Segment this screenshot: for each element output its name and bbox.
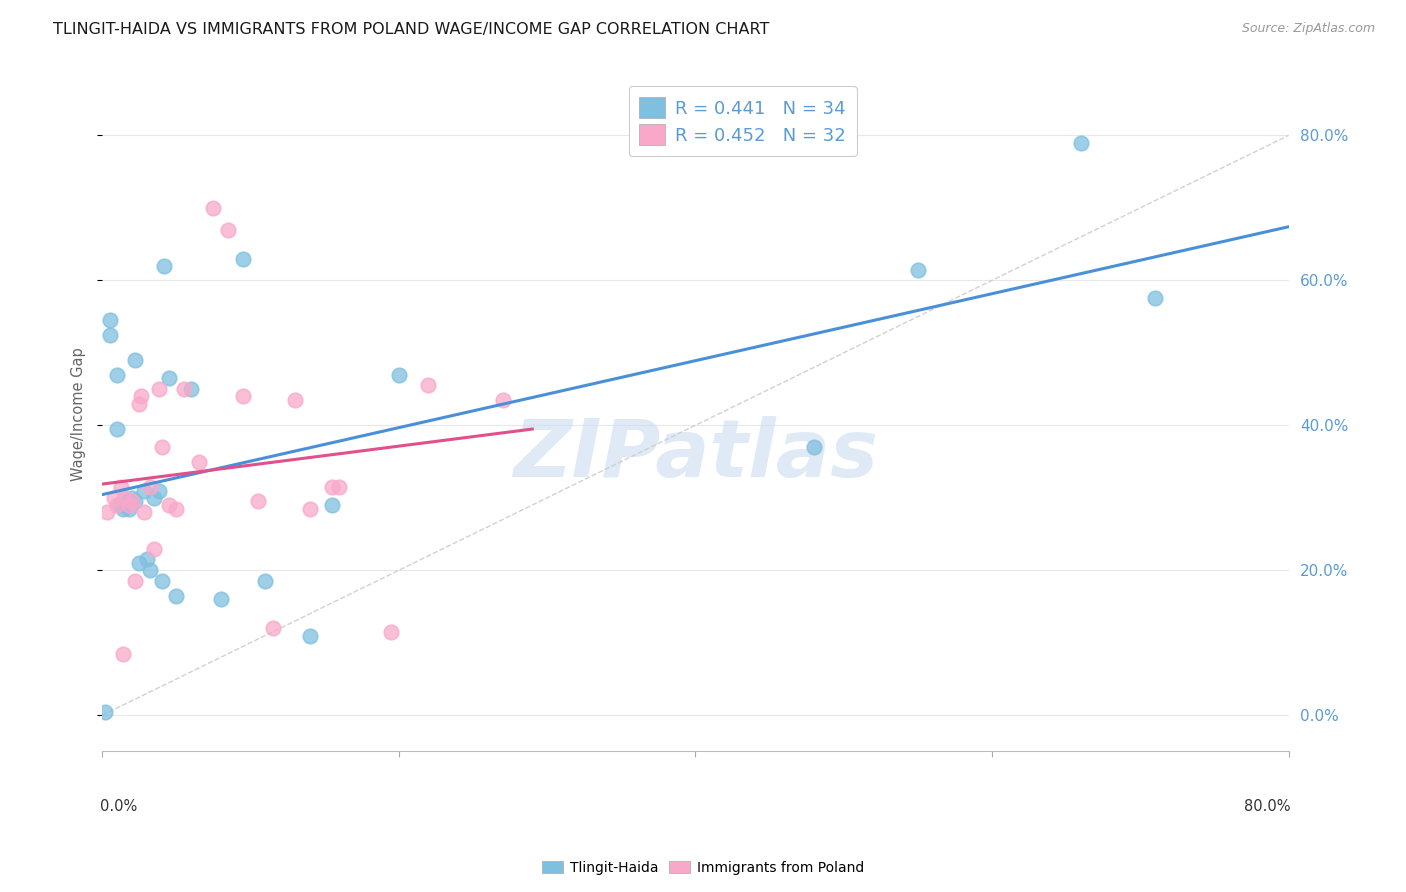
Point (118, 501, 141, 516)
Point (143, 491, 166, 505)
Point (157, 498, 180, 512)
Point (254, 574, 277, 589)
Point (117, 494, 139, 508)
Point (124, 494, 146, 508)
Point (232, 252, 254, 266)
Point (157, 371, 180, 385)
Text: Source: ZipAtlas.com: Source: ZipAtlas.com (1241, 22, 1375, 36)
Point (148, 483, 170, 498)
Point (1144, 292, 1167, 306)
Point (94, 705, 117, 719)
Point (138, 480, 160, 494)
Point (388, 368, 411, 382)
Point (114, 498, 136, 512)
Point (138, 563, 160, 577)
Legend: Tlingit-Haida, Immigrants from Poland: Tlingit-Haida, Immigrants from Poland (536, 855, 870, 880)
Point (148, 382, 170, 396)
Point (232, 389, 254, 403)
Point (262, 621, 284, 635)
Point (246, 494, 269, 508)
Point (98, 313, 121, 327)
Point (135, 552, 157, 566)
Point (803, 440, 825, 454)
Point (321, 498, 343, 512)
Point (165, 589, 187, 603)
Point (128, 556, 150, 570)
Point (298, 628, 321, 642)
Point (491, 392, 513, 407)
Point (124, 574, 146, 589)
Point (180, 382, 202, 396)
Point (108, 498, 131, 512)
Point (907, 262, 929, 277)
Y-axis label: Wage/Income Gap: Wage/Income Gap (72, 348, 86, 482)
Point (132, 483, 155, 498)
Point (153, 259, 176, 273)
Point (1070, 136, 1092, 150)
Point (150, 574, 173, 589)
Point (105, 498, 128, 512)
Text: 80.0%: 80.0% (1244, 798, 1291, 814)
Legend: R = 0.441   N = 34, R = 0.452   N = 32: R = 0.441 N = 34, R = 0.452 N = 32 (628, 87, 858, 156)
Point (202, 201, 225, 215)
Point (124, 353, 146, 368)
Point (132, 505, 155, 519)
Text: 0.0%: 0.0% (100, 798, 138, 814)
Point (173, 382, 195, 396)
Point (111, 647, 134, 661)
Text: TLINGIT-HAIDA VS IMMIGRANTS FROM POLAND WAGE/INCOME GAP CORRELATION CHART: TLINGIT-HAIDA VS IMMIGRANTS FROM POLAND … (53, 22, 770, 37)
Point (418, 378, 440, 392)
Point (150, 440, 173, 454)
Point (143, 541, 166, 556)
Point (128, 396, 150, 410)
Point (121, 491, 143, 505)
Point (165, 501, 187, 516)
Point (105, 422, 128, 436)
Point (328, 480, 350, 494)
Point (187, 454, 209, 468)
Point (121, 494, 143, 508)
Point (217, 222, 239, 236)
Point (98, 327, 121, 342)
Point (129, 389, 152, 403)
Point (105, 368, 128, 382)
Point (298, 501, 321, 516)
Point (321, 480, 343, 494)
Point (103, 491, 125, 505)
Point (118, 498, 141, 512)
Point (114, 491, 136, 505)
Text: ZIPatlas: ZIPatlas (513, 416, 877, 494)
Point (380, 624, 402, 639)
Point (284, 392, 307, 407)
Point (96, 505, 118, 519)
Point (209, 592, 232, 607)
Point (111, 501, 134, 516)
Point (110, 480, 132, 494)
